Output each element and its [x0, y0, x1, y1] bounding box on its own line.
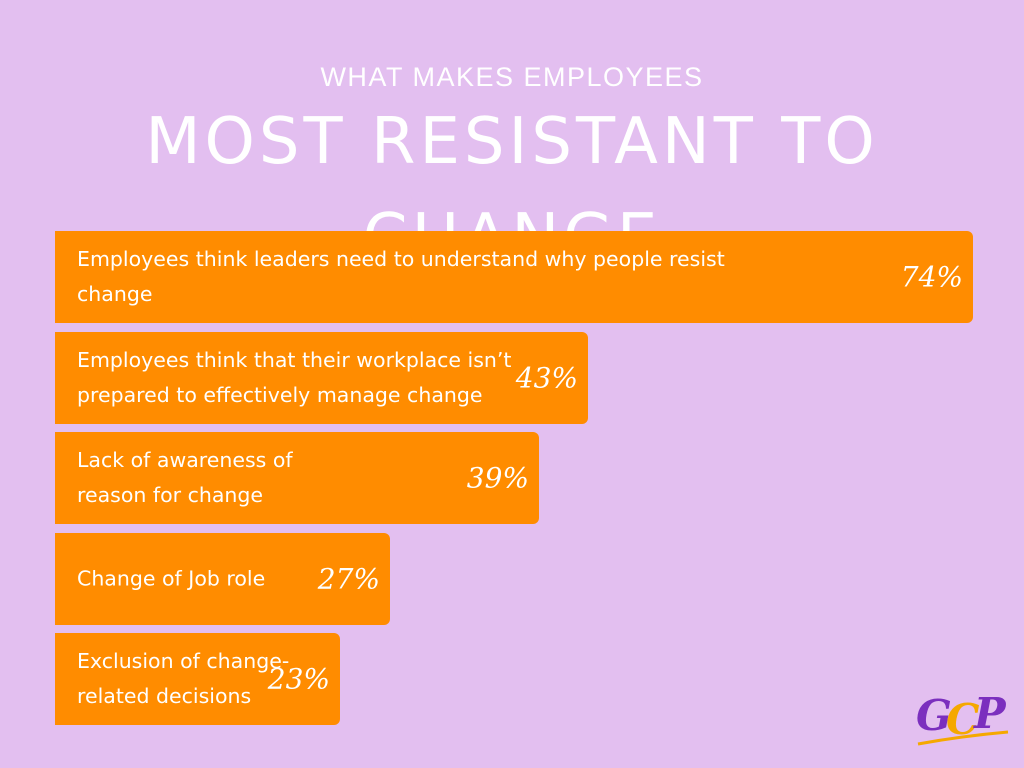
bar-label-3: Lack of awareness of reason for change — [77, 448, 293, 507]
bar-label-1: Employees think leaders need to understa… — [77, 247, 725, 306]
logo-underline — [917, 730, 1009, 746]
bar-value-3: 39% — [466, 461, 529, 495]
bar-value-5: 23% — [267, 662, 330, 696]
bar-label-4: Change of Job role — [77, 566, 266, 591]
bar-1: Employees think leaders need to understa… — [55, 231, 973, 323]
bar-value-1: 74% — [900, 260, 963, 294]
bar-5: Exclusion of change-related decisions 23% — [55, 633, 340, 725]
bar-2: Employees think that their workplace isn… — [55, 332, 588, 424]
bar-label-5: Exclusion of change-related decisions — [77, 649, 290, 708]
bar-value-4: 27% — [317, 562, 380, 596]
logo-letter-g: G — [916, 691, 952, 740]
bar-4: Change of Job role 27% — [55, 533, 390, 625]
chart-subtitle: WHAT MAKES EMPLOYEES — [320, 62, 704, 92]
gcp-logo: G C P — [916, 689, 1009, 746]
bar-label-2: Employees think that their workplace isn… — [77, 348, 512, 407]
logo-letter-p: P — [973, 689, 1007, 738]
bar-value-2: 43% — [515, 361, 578, 395]
bar-3: Lack of awareness of reason for change 39… — [55, 432, 539, 524]
